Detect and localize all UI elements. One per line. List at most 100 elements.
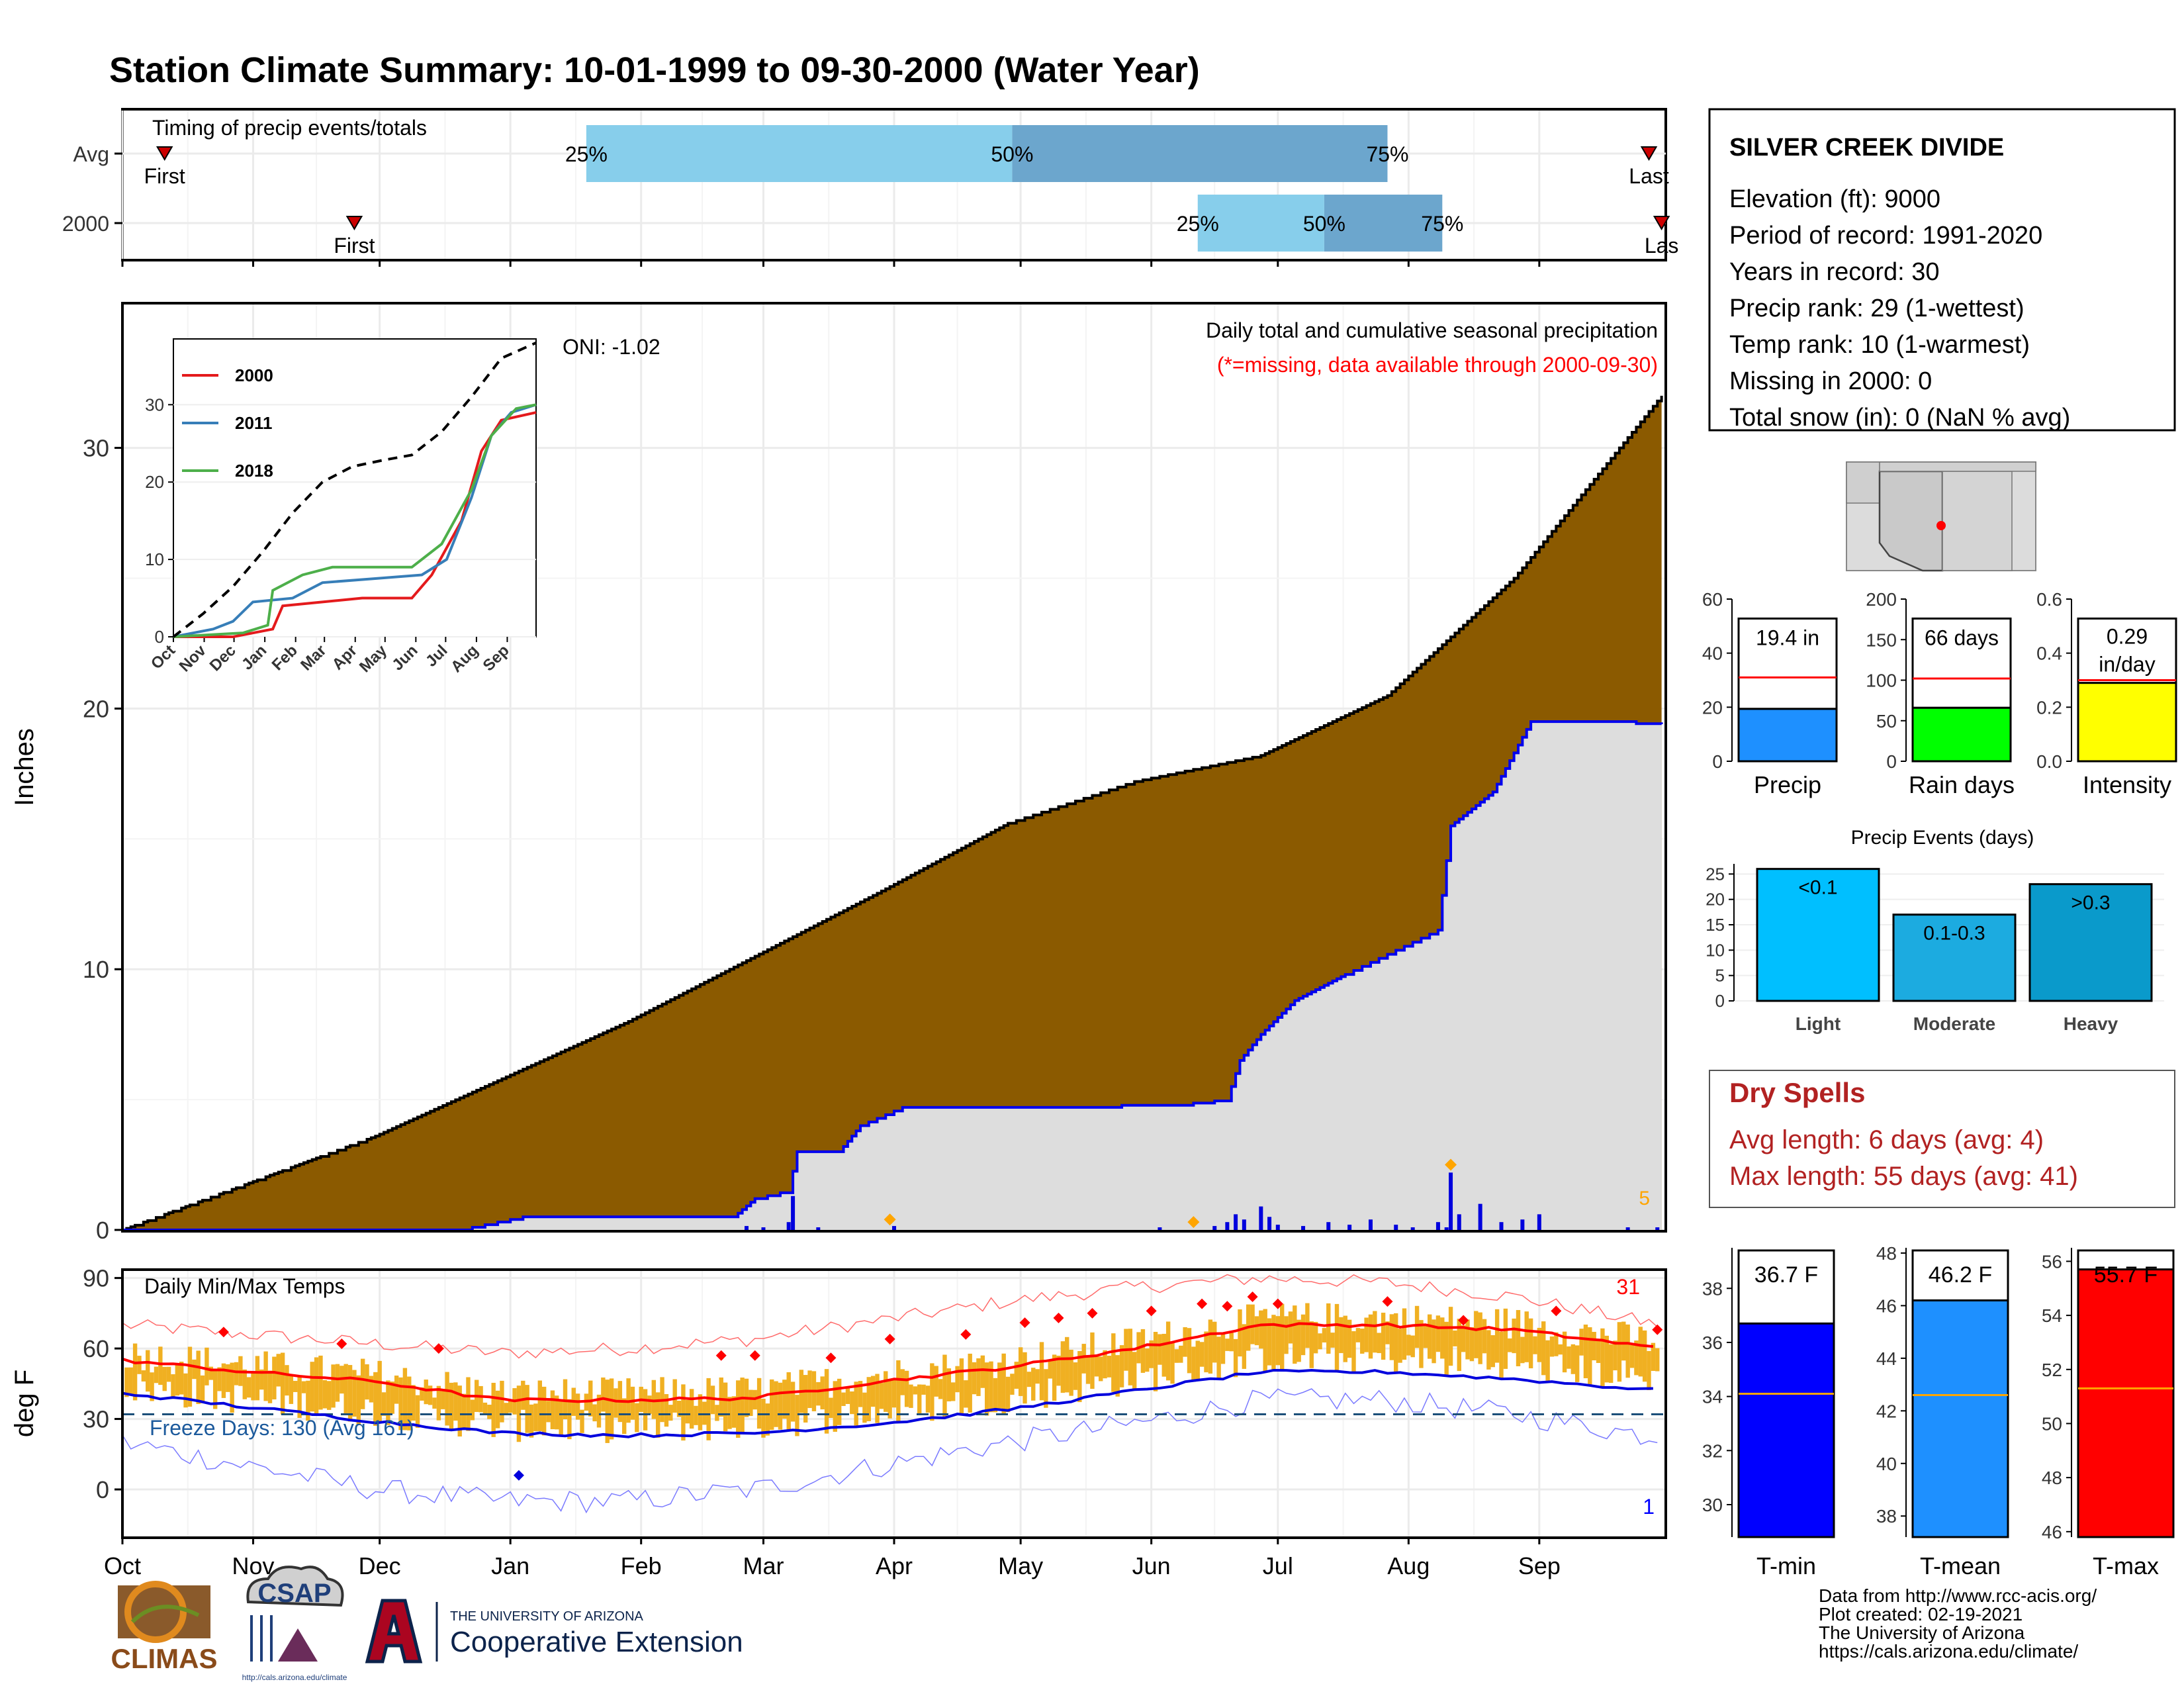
daily-temp-bar [614,1388,618,1418]
daily-temp-bar [770,1379,774,1430]
record-high-marker [336,1338,347,1350]
daily-temp-bar [1119,1345,1124,1387]
temp-summary-tick-label: 40 [1876,1454,1897,1474]
daily-temp-bar [1334,1303,1340,1372]
daily-temp-bar [1212,1321,1217,1363]
daily-temp-bar [761,1399,766,1438]
daily-precip-bar [1326,1222,1331,1230]
inset-y-tick-label: 0 [155,627,164,647]
daily-temp-bar [1574,1345,1580,1382]
daily-temp-bar [1486,1330,1491,1370]
daily-temp-bar [850,1391,854,1415]
daily-temp-bar [1642,1330,1647,1382]
daily-temp-bar [630,1386,635,1420]
daily-temp-bar [1351,1331,1356,1374]
station-detail-line: Years in record: 30 [1729,258,1940,286]
daily-temp-bar [255,1356,260,1401]
daily-temp-bar [749,1389,753,1417]
map-neighbor-west [1846,461,1880,504]
daily-temp-bar [592,1404,597,1422]
station-details: Elevation (ft): 9000 Period of record: 19… [1729,185,2070,432]
daily-temp-bar [1520,1336,1525,1364]
daily-temp-bar [1158,1334,1162,1365]
timing-box-25-50 [586,125,1013,182]
summary-value-label: 66 days [1925,626,1999,649]
inset-series-2000 [173,411,537,638]
daily-precip-bar [1435,1222,1440,1230]
summary-tick-label: 0.6 [2036,589,2062,610]
daily-temp-bar [1461,1325,1466,1352]
daily-temp-bar [1381,1313,1386,1360]
daily-temp-bar [609,1378,614,1440]
csap-logo-text: CSAP [257,1579,331,1608]
daily-temp-bar [1499,1331,1504,1380]
temp-summary-t-max: 46 48 50 52 54 56 55.7 F T-max [2042,1248,2175,1579]
daily-temp-bar [221,1363,226,1398]
temp-summary-tick-label: 48 [2042,1468,2062,1488]
events-tick-label: 25 [1706,864,1725,884]
daily-temp-bar [1161,1333,1166,1377]
daily-temp-bar [230,1362,234,1413]
temp-summary-tick-label: 30 [1702,1495,1723,1515]
daily-temp-bar [318,1355,323,1410]
timing-p25-label: 25% [565,142,608,166]
temp-summary-tick-label: 54 [2042,1305,2062,1326]
timing-first-label: First [144,164,185,188]
csap-logo-url: http://cals.arizona.edu/climate [242,1673,347,1682]
precip-record-marker [884,1213,896,1226]
daily-temp-bar [272,1356,277,1400]
daily-temp-bar [365,1364,369,1400]
daily-temp-bar [183,1373,188,1408]
daily-precip-bar [1234,1214,1238,1230]
daily-precip-bar [816,1227,821,1230]
daily-temp-bar [208,1366,214,1380]
month-label-oct: Oct [104,1552,141,1579]
daily-temp-bar [1297,1319,1301,1362]
inset-series-2018 [173,403,537,638]
daily-temp-bar [1469,1327,1475,1362]
daily-temp-bar [1250,1304,1255,1344]
daily-precip-bar [1444,1227,1449,1230]
daily-temp-bar [1048,1361,1052,1379]
daily-temp-bar [1549,1336,1555,1357]
inset-y-tick-label: 30 [145,395,164,414]
station-location-marker [1936,521,1946,530]
daily-temp-bar [1044,1369,1048,1408]
daily-precip-bar [1158,1227,1162,1230]
daily-temp-bar [719,1377,723,1417]
daily-temp-bar [1389,1314,1394,1360]
daily-temp-bar [529,1404,534,1438]
daily-precip-bar [1267,1217,1272,1230]
precip-y-axis: 0 10 20 30 [83,435,122,1244]
precip-record-marker [1445,1158,1457,1171]
station-detail-line: Period of record: 1991-2020 [1729,222,2042,250]
daily-temp-bar [664,1394,669,1427]
month-label-jul: Jul [1263,1552,1293,1579]
daily-temp-bar [246,1377,251,1398]
daily-temp-bar [930,1363,934,1421]
daily-temp-bar [1014,1362,1019,1389]
daily-temp-bar [1031,1368,1036,1401]
daily-temp-bar [702,1401,707,1425]
daily-temp-bar [1465,1319,1470,1360]
timing-first-label: First [334,234,375,258]
summary-tick-label: 50 [1876,711,1897,731]
station-detail-line: Total snow (in): 0 (NaN % avg) [1729,404,2070,432]
temp-summary-name: T-max [2093,1552,2159,1579]
station-detail-line: Elevation (ft): 9000 [1729,185,1940,213]
record-high-marker [1247,1291,1258,1303]
daily-temp-bar [1516,1310,1521,1366]
daily-temp-bar [1608,1344,1614,1383]
csap-logo-mountain [278,1628,318,1662]
daily-temp-bar [1385,1321,1390,1344]
daily-temp-bar [1355,1328,1361,1342]
daily-precip-bar [1212,1226,1217,1230]
record-high-marker [1272,1298,1283,1309]
daily-temp-bar [622,1398,627,1434]
page-title: Station Climate Summary: 10-01-1999 to 0… [109,50,1200,90]
daily-temp-bar [259,1369,264,1390]
month-label-jan: Jan [491,1552,529,1579]
daily-precip-bar [1410,1227,1415,1230]
daily-temp-bar [432,1397,437,1409]
daily-temp-bar [293,1381,298,1392]
